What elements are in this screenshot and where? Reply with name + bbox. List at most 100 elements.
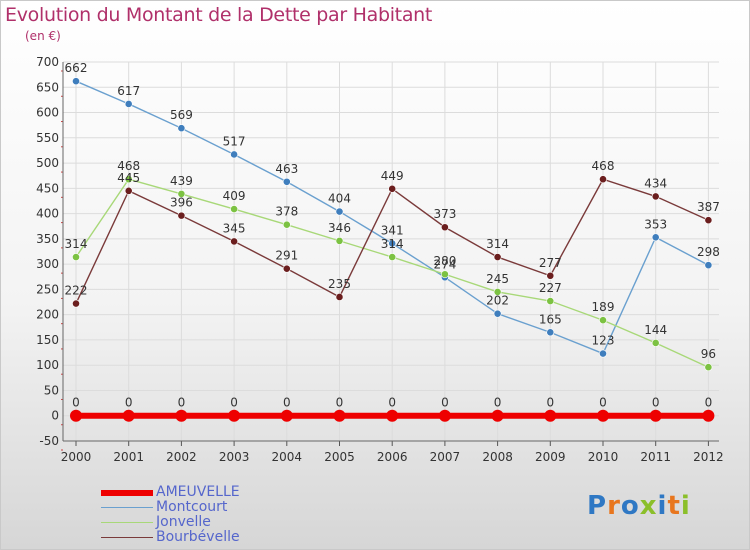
proxiti-logo: Proxiti: [587, 491, 691, 521]
data-label: 274: [433, 257, 456, 271]
y-tick-label: -50: [39, 434, 59, 448]
data-label: 373: [433, 207, 456, 221]
x-tick-label: 2001: [113, 450, 144, 464]
data-point: [177, 124, 186, 133]
y-tick-label: 150: [36, 333, 59, 347]
logo-letter: o: [620, 491, 640, 521]
data-label: 314: [65, 237, 88, 251]
data-point: [122, 409, 135, 422]
data-point: [175, 409, 188, 422]
data-label: 245: [486, 272, 509, 286]
data-label: 517: [223, 134, 246, 148]
data-label: 409: [223, 189, 246, 203]
logo-letter: r: [607, 491, 621, 521]
data-label: 280: [433, 254, 456, 268]
data-point: [704, 216, 713, 225]
data-point: [599, 175, 607, 184]
data-point: [651, 192, 660, 201]
data-point: [388, 184, 397, 193]
logo-letter: i: [680, 491, 691, 521]
data-point: [72, 77, 80, 86]
data-label: 202: [486, 294, 509, 308]
data-label: 314: [381, 237, 404, 251]
data-label: 314: [486, 237, 509, 251]
logo-letter: t: [667, 491, 681, 521]
data-label: 0: [178, 396, 186, 410]
x-tick-label: 2006: [377, 450, 408, 464]
y-tick-label: 100: [36, 358, 59, 372]
data-label: 0: [652, 396, 660, 410]
data-label: 96: [701, 347, 716, 361]
data-label: 227: [539, 281, 562, 295]
x-tick-label: 2007: [430, 450, 461, 464]
data-point: [230, 205, 238, 213]
data-label: 662: [65, 61, 88, 75]
data-point: [388, 253, 397, 261]
data-label: 165: [539, 312, 562, 326]
x-tick-label: 2003: [219, 450, 250, 464]
data-label: 569: [170, 108, 193, 122]
x-tick-label: 2012: [693, 450, 724, 464]
data-label: 463: [275, 162, 298, 176]
data-point: [177, 189, 186, 198]
data-point: [282, 264, 291, 273]
data-label: 291: [275, 249, 298, 263]
data-label: 0: [125, 396, 133, 410]
data-point: [230, 150, 238, 159]
data-point: [493, 309, 502, 318]
axes: -50 0 50 100 150 200 250 300 350 400 450 500 550 600 6…: [36, 55, 724, 464]
data-label: 449: [381, 169, 404, 183]
data-point: [124, 186, 133, 195]
data-label: 235: [328, 277, 351, 291]
data-point: [335, 293, 344, 301]
data-point: [491, 409, 504, 422]
data-point: [597, 409, 609, 422]
data-point: [335, 207, 344, 216]
data-point: [228, 409, 241, 422]
data-point: [282, 220, 291, 229]
legend-swatch: [101, 522, 153, 523]
data-point: [651, 339, 660, 347]
data-point: [544, 409, 557, 422]
data-point: [440, 223, 449, 232]
data-point: [438, 409, 451, 422]
data-label: 346: [328, 221, 351, 235]
data-label: 0: [388, 396, 396, 410]
chart-title: Evolution du Montant de la Dette par Hab…: [5, 4, 433, 26]
data-label: 0: [441, 396, 449, 410]
data-label: 387: [697, 200, 720, 214]
y-tick-label: 350: [36, 232, 59, 246]
data-label: 0: [72, 396, 80, 410]
x-tick-label: 2008: [482, 450, 513, 464]
data-point: [72, 299, 80, 308]
y-tick-label: 450: [36, 181, 59, 195]
data-point: [230, 237, 238, 246]
data-label: 222: [65, 284, 88, 298]
y-tick-label: 400: [36, 207, 59, 221]
data-point: [72, 253, 80, 261]
x-tick-label: 2010: [588, 450, 619, 464]
legend-swatch: [101, 507, 153, 508]
series-layer: [70, 77, 715, 422]
data-label: 189: [592, 300, 615, 314]
data-point: [440, 270, 449, 279]
data-point: [124, 100, 133, 108]
data-point: [388, 239, 397, 248]
legend-item-montcourt: Montcourt: [101, 499, 301, 515]
data-label: 468: [117, 159, 140, 173]
data-point: [177, 211, 186, 220]
chart-unit-label: (en €): [25, 29, 61, 43]
data-label: 617: [117, 84, 140, 98]
data-label: 439: [170, 174, 193, 188]
data-point: [546, 271, 555, 280]
data-label: 0: [705, 396, 713, 410]
logo-letter: i: [657, 491, 668, 521]
legend-swatch: [101, 537, 153, 538]
data-point: [704, 363, 713, 372]
data-label: 0: [546, 396, 554, 410]
legend-label: AMEUVELLE: [156, 484, 240, 500]
data-label: 0: [336, 396, 344, 410]
legend-item-ameuvelle: AMEUVELLE: [101, 484, 301, 500]
x-tick-label: 2002: [166, 450, 197, 464]
